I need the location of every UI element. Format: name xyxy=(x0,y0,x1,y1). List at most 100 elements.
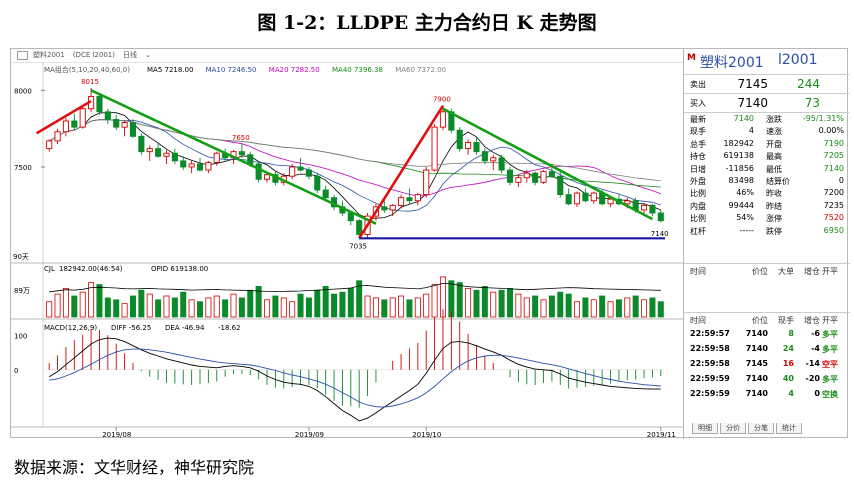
chevron-down-icon[interactable]: ⌄ xyxy=(144,51,151,59)
stat-label: 内盘 xyxy=(690,201,706,211)
tick-cell: 22:59:58 xyxy=(690,359,730,368)
big-order-header: 时间 价位 大单 增仓 开平 xyxy=(684,263,850,277)
tick-cell: 7140 xyxy=(745,344,768,353)
volume-bar xyxy=(356,280,363,318)
volume-bar xyxy=(465,287,472,318)
sell-row[interactable]: 卖出 7145 244 xyxy=(684,75,849,94)
candle-body xyxy=(96,96,103,113)
stat-label: 比例 xyxy=(690,214,706,224)
sell-volume: 244 xyxy=(797,77,820,91)
candle-body xyxy=(213,152,220,163)
tab-分价[interactable]: 分价 xyxy=(720,423,746,434)
stat-label: 最低 xyxy=(766,164,782,174)
quote-name: 塑料2001 xyxy=(700,55,764,71)
tick-cell: 空换 xyxy=(822,390,838,399)
volume-bar xyxy=(146,293,153,318)
volume-legend-name: CJL xyxy=(44,265,55,273)
stat-label: 结算价 xyxy=(766,176,790,186)
candle-body xyxy=(155,148,162,157)
stat-row: 日增 -11856 最低 7140 xyxy=(684,164,850,176)
volume-bar xyxy=(138,289,145,318)
tick-row[interactable]: 22:59:59 7140 4 0 空换 xyxy=(684,387,850,402)
tick-row[interactable]: 22:59:58 7145 16 -14 空平 xyxy=(684,357,850,372)
trading-terminal: 塑料2001 (DCE l2001) 日线 ⌄ MA组合(5,10,20,40,60,… xyxy=(10,48,850,439)
tab-明细[interactable]: 明细 xyxy=(692,423,718,434)
chart-menu-icon[interactable] xyxy=(17,51,28,60)
stat-label: 速涨 xyxy=(766,127,782,137)
market-mark: M xyxy=(687,53,696,63)
candle-body xyxy=(649,204,656,214)
stat-label: 涨停 xyxy=(766,214,782,224)
toolbar-period[interactable]: 日线 xyxy=(122,51,137,59)
x-label-2019/11: 2019/11 xyxy=(647,431,676,439)
volume-bar xyxy=(548,295,555,318)
stat-row: 杠杆 ----- 跌停 6950 xyxy=(684,226,850,238)
candle-body xyxy=(171,152,178,162)
ma-legend-2: MA20 7282.50 xyxy=(269,66,320,74)
tick-row[interactable]: 22:59:59 7140 40 -20 多平 xyxy=(684,372,850,387)
toolbar-exchange: (DCE l2001) xyxy=(72,51,115,59)
stat-label: 外盘 xyxy=(690,176,706,186)
tick-column-header: 大单 xyxy=(778,267,794,276)
price-annotation-7140: 7140 xyxy=(651,230,669,238)
kline-chart[interactable]: MA组合(5,10,20,40,60,0) MA5 7218.00 MA10 724… xyxy=(11,63,683,439)
price-annotation-7650: 7650 xyxy=(232,134,250,142)
tick-list[interactable]: 22:59:57 7140 8 -6 多平 22:59:58 7140 24 -4 多平 22:59… xyxy=(684,327,850,402)
tick-header: 时间 价位 现手 增仓 开平 xyxy=(684,312,850,326)
stat-value: 46% xyxy=(736,188,754,198)
stat-value: 83498 xyxy=(728,175,754,185)
stat-value: 7205 xyxy=(823,151,844,161)
volume-bar xyxy=(238,297,245,318)
volume-bar xyxy=(347,287,354,318)
volume-bar xyxy=(255,286,262,318)
tab-分笔[interactable]: 分笔 xyxy=(748,423,774,434)
volume-bar xyxy=(322,286,329,318)
stat-label: 总手 xyxy=(690,139,706,149)
volume-bar xyxy=(473,289,480,318)
stat-row: 内盘 99444 昨结 7235 xyxy=(684,201,850,213)
stat-row: 持仓 619138 最高 7205 xyxy=(684,151,850,163)
candle-body xyxy=(146,148,153,153)
stat-value: 6950 xyxy=(823,225,844,235)
stat-value: -95/1.31% xyxy=(802,114,844,123)
volume-bar xyxy=(222,299,229,318)
volume-bar xyxy=(171,297,178,318)
volume-bar xyxy=(96,284,103,318)
ma10-line xyxy=(49,119,661,212)
stat-label: 现手 xyxy=(690,127,706,137)
buy-row[interactable]: 买入 7140 73 xyxy=(684,94,849,113)
dea-line xyxy=(49,348,661,408)
volume-bar xyxy=(515,293,522,318)
tick-cell: 22:59:59 xyxy=(690,374,730,383)
volume-bar xyxy=(54,293,61,318)
stat-label: 昨收 xyxy=(766,189,782,199)
buy-label: 买入 xyxy=(690,99,706,108)
candle-body xyxy=(297,166,304,171)
volume-legend-opid: OPID 619138.00 xyxy=(151,265,208,273)
tab-统计[interactable]: 统计 xyxy=(776,423,802,434)
stat-label: 跌停 xyxy=(766,226,782,236)
candle-body xyxy=(590,192,597,202)
stat-row: 最新 7140 涨跌 -95/1.31% xyxy=(684,114,850,126)
tick-cell: 40 xyxy=(782,374,794,383)
tick-column-header: 增仓 xyxy=(804,267,820,276)
candle-body xyxy=(238,151,245,156)
tick-column-header: 时间 xyxy=(690,316,706,325)
tick-row[interactable]: 22:59:58 7140 24 -4 多平 xyxy=(684,342,850,357)
tick-cell: 7140 xyxy=(745,329,768,338)
stat-value: -11856 xyxy=(725,163,754,173)
candle-body xyxy=(423,169,430,196)
candle-body xyxy=(406,197,413,202)
candle-body xyxy=(196,163,204,171)
volume-bar xyxy=(414,297,421,318)
macd-legend-name: MACD(12,26,9) xyxy=(44,324,97,332)
tick-row[interactable]: 22:59:57 7140 8 -6 多平 xyxy=(684,327,850,342)
volume-bar xyxy=(398,295,405,318)
candle-body xyxy=(523,172,530,179)
x-label-2019/09: 2019/09 xyxy=(295,431,324,439)
volume-bar xyxy=(381,299,388,318)
candle-body xyxy=(62,120,69,133)
tick-cell: -20 xyxy=(805,374,820,383)
candle-body xyxy=(180,160,187,168)
tick-cell: 24 xyxy=(782,344,794,353)
